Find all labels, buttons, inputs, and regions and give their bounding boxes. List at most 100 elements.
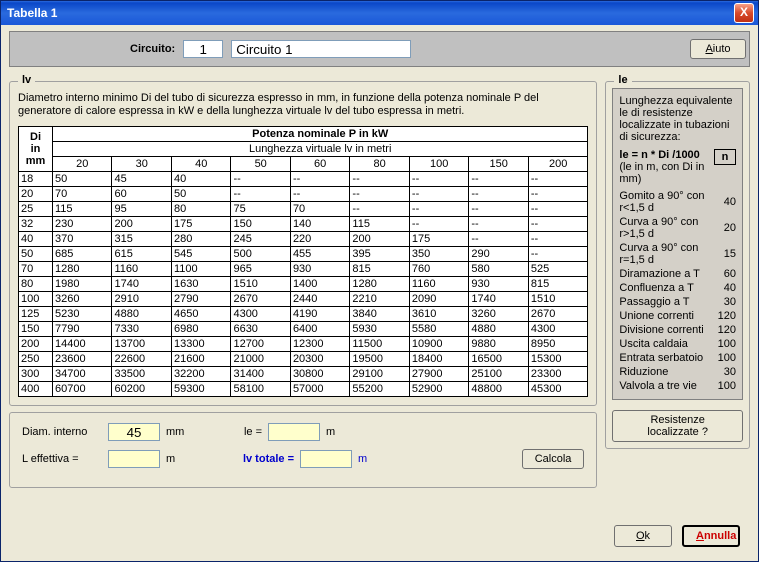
- aiuto-button[interactable]: Aiuto: [690, 39, 746, 59]
- value-cell: 580: [469, 262, 528, 277]
- value-cell: 45300: [528, 382, 588, 397]
- value-cell: --: [528, 217, 588, 232]
- circuito-label: Circuito:: [130, 43, 175, 55]
- value-cell: 5230: [53, 307, 112, 322]
- le-item-label: Confluenza a T: [619, 281, 710, 295]
- le-intro: Lunghezza equivalente le di resistenze l…: [619, 95, 736, 143]
- lvtot-input[interactable]: [300, 450, 352, 468]
- value-cell: 6980: [171, 322, 230, 337]
- le-item-value: 120: [710, 323, 736, 337]
- value-cell: 50: [53, 172, 112, 187]
- m-unit2: m: [166, 453, 226, 465]
- lv-legend: lv: [18, 74, 35, 86]
- value-cell: 95: [112, 202, 171, 217]
- value-cell: 500: [231, 247, 290, 262]
- annulla-button[interactable]: Annulla: [682, 525, 740, 547]
- value-cell: 20300: [290, 352, 349, 367]
- value-cell: --: [409, 202, 468, 217]
- le-input[interactable]: [268, 423, 320, 441]
- value-cell: 1280: [53, 262, 112, 277]
- value-cell: 1510: [528, 292, 588, 307]
- left-column: lv Diametro interno minimo Di del tubo d…: [9, 71, 597, 488]
- value-cell: 230: [53, 217, 112, 232]
- di-cell: 80: [19, 277, 53, 292]
- di-cell: 40: [19, 232, 53, 247]
- value-cell: 2910: [112, 292, 171, 307]
- value-cell: 31400: [231, 367, 290, 382]
- col-header: 80: [350, 157, 409, 172]
- le-item-row: Unione correnti120: [619, 309, 736, 323]
- value-cell: 1160: [409, 277, 468, 292]
- le-item-value: 40: [710, 281, 736, 295]
- window: Tabella 1 X Circuito: Aiuto lv Diametro …: [0, 0, 759, 562]
- le-item-value: 30: [710, 365, 736, 379]
- table-row: 2001440013700133001270012300115001090098…: [19, 337, 588, 352]
- lv-description: Diametro interno minimo Di del tubo di s…: [18, 92, 588, 118]
- value-cell: 290: [469, 247, 528, 262]
- le-item-row: Uscita caldaia100: [619, 337, 736, 351]
- value-cell: --: [528, 187, 588, 202]
- value-cell: 815: [350, 262, 409, 277]
- value-cell: --: [409, 217, 468, 232]
- value-cell: 2670: [231, 292, 290, 307]
- di-cell: 400: [19, 382, 53, 397]
- le-item-row: Curva a 90° con r>1,5 d20: [619, 215, 736, 241]
- value-cell: 55200: [350, 382, 409, 397]
- le-item-label: Gomito a 90° con r<1,5 d: [619, 189, 710, 215]
- main-table: Di in mm Potenza nominale P in kW Lunghe…: [18, 126, 588, 397]
- value-cell: 9880: [469, 337, 528, 352]
- value-cell: 200: [350, 232, 409, 247]
- value-cell: 75: [231, 202, 290, 217]
- diam-input[interactable]: [108, 423, 160, 441]
- value-cell: 455: [290, 247, 349, 262]
- value-cell: 545: [171, 247, 230, 262]
- value-cell: 4880: [469, 322, 528, 337]
- value-cell: --: [290, 187, 349, 202]
- right-column: le Lunghezza equivalente le di resistenz…: [605, 71, 750, 488]
- table-row: 70128011601100965930815760580525: [19, 262, 588, 277]
- value-cell: 23300: [528, 367, 588, 382]
- value-cell: 22600: [112, 352, 171, 367]
- value-cell: 45: [112, 172, 171, 187]
- value-cell: 3260: [53, 292, 112, 307]
- col-header: 50: [231, 157, 290, 172]
- footer-buttons: Ok Annulla: [614, 525, 740, 547]
- close-button[interactable]: X: [734, 3, 754, 23]
- value-cell: 12700: [231, 337, 290, 352]
- le-item-row: Divisione correnti120: [619, 323, 736, 337]
- content: Circuito: Aiuto lv Diametro interno mini…: [1, 25, 758, 494]
- value-cell: 245: [231, 232, 290, 247]
- calcola-button[interactable]: Calcola: [522, 449, 585, 469]
- value-cell: 525: [528, 262, 588, 277]
- table-row: 2511595807570--------: [19, 202, 588, 217]
- lvtot-label: lv totale =: [232, 453, 294, 465]
- le-item-label: Uscita caldaia: [619, 337, 710, 351]
- value-cell: 315: [112, 232, 171, 247]
- ok-button[interactable]: Ok: [614, 525, 672, 547]
- di-cell: 18: [19, 172, 53, 187]
- value-cell: 2440: [290, 292, 349, 307]
- le-legend: le: [614, 74, 631, 86]
- di-cell: 200: [19, 337, 53, 352]
- leff-input[interactable]: [108, 450, 160, 468]
- value-cell: 2090: [409, 292, 468, 307]
- value-cell: 280: [171, 232, 230, 247]
- value-cell: --: [350, 187, 409, 202]
- value-cell: 930: [290, 262, 349, 277]
- le-item-label: Valvola a tre vie: [619, 379, 710, 393]
- value-cell: 2210: [350, 292, 409, 307]
- le-item-label: Unione correnti: [619, 309, 710, 323]
- col-header: 40: [171, 157, 230, 172]
- value-cell: --: [528, 247, 588, 262]
- value-cell: 930: [469, 277, 528, 292]
- value-cell: 6400: [290, 322, 349, 337]
- circuito-name-input[interactable]: [231, 40, 411, 58]
- value-cell: 1280: [350, 277, 409, 292]
- le-item-row: Curva a 90° con r=1,5 d15: [619, 241, 736, 267]
- di-cell: 300: [19, 367, 53, 382]
- circuito-number-input[interactable]: [183, 40, 223, 58]
- value-cell: 220: [290, 232, 349, 247]
- di-cell: 125: [19, 307, 53, 322]
- value-cell: 4300: [231, 307, 290, 322]
- resistenze-button[interactable]: Resistenze localizzate ?: [612, 410, 743, 442]
